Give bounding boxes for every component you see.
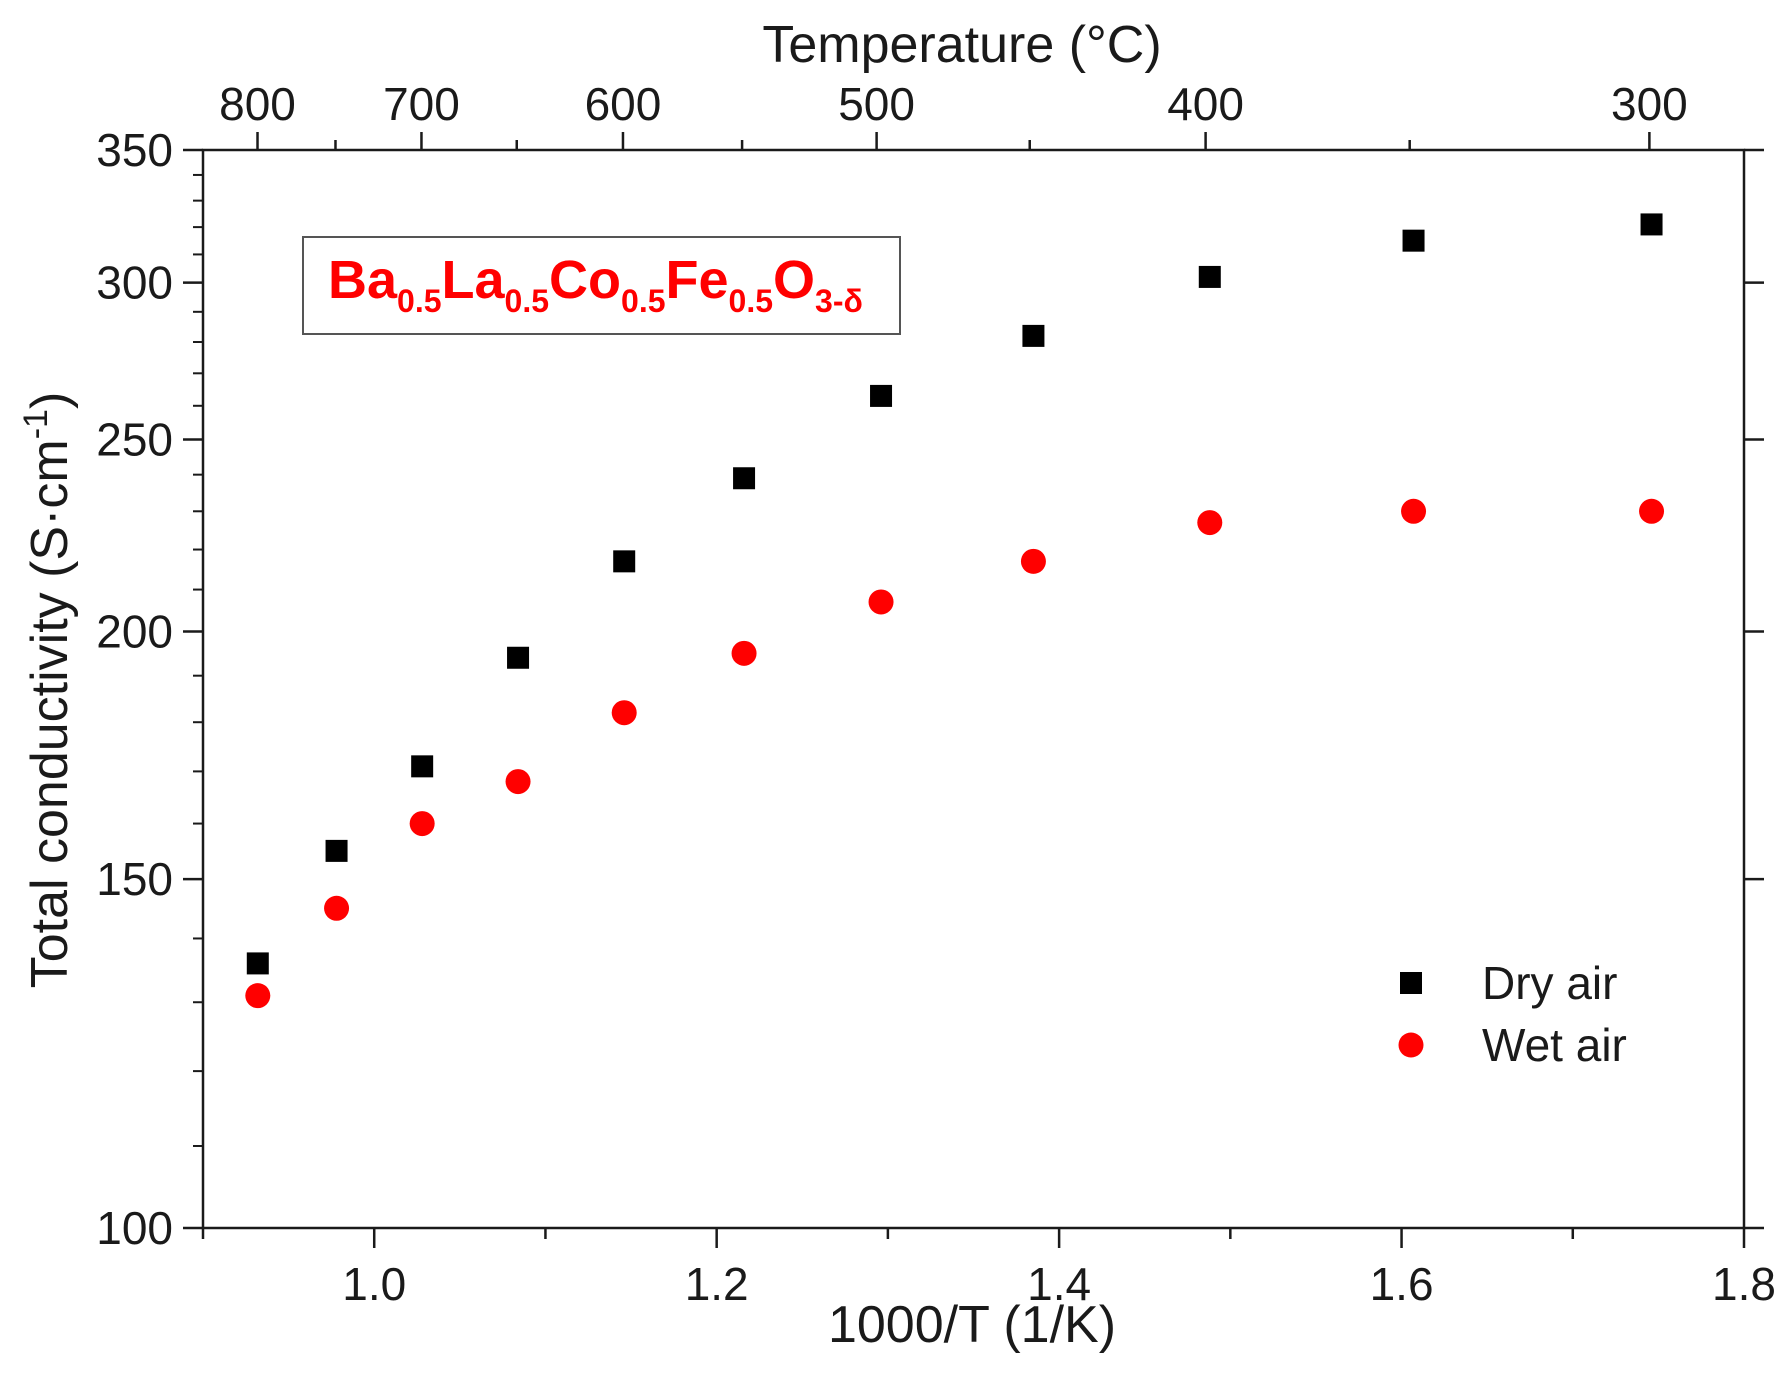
axis-tick-labels: 1.0 1.2 1.4 1.6 1.8 100 150 200 250 300 350 800 700 6… — [96, 78, 1776, 1310]
formula-element: O — [773, 250, 815, 310]
legend-circle-marker — [1398, 1032, 1424, 1058]
dry-air-marker — [870, 384, 893, 407]
wet-air-marker — [611, 700, 637, 726]
y-tick-label: 250 — [96, 414, 173, 466]
wet-air-marker — [324, 895, 350, 921]
dry-air-marker — [507, 646, 530, 669]
formula-element: Co — [549, 250, 621, 310]
dry-air-marker — [733, 467, 756, 490]
top-tick-label: 600 — [585, 78, 662, 130]
legend: Dry air Wet air — [1398, 957, 1627, 1071]
legend-label: Wet air — [1482, 1019, 1627, 1071]
wet-air-marker — [731, 640, 757, 666]
formula-text: Ba0.5La0.5Co0.5Fe0.5O3-δ — [328, 250, 863, 319]
wet-air-marker — [245, 983, 271, 1009]
legend-square-marker — [1400, 972, 1422, 994]
y-tick-label: 150 — [96, 853, 173, 905]
wet-air-marker — [1639, 498, 1665, 524]
formula-subscript: 0.5 — [729, 283, 773, 319]
dry-air-marker — [1022, 324, 1045, 347]
x-axis-title: 1000/T (1/K) — [828, 1296, 1116, 1354]
y-axis-title: Total conductivity (S·cm-1) — [17, 392, 79, 989]
y-tick-label: 350 — [96, 124, 173, 176]
wet-air-marker — [1020, 548, 1046, 574]
wet-air-marker — [409, 811, 435, 837]
dry-air-marker — [1198, 265, 1221, 288]
legend-label: Dry air — [1482, 957, 1617, 1009]
y-tick-label: 100 — [96, 1202, 173, 1254]
wet-air-marker — [1197, 510, 1223, 536]
formula-subscript: 0.5 — [505, 283, 549, 319]
wet-air-marker — [505, 769, 531, 795]
formula-subscript: 0.5 — [621, 283, 665, 319]
dry-air-marker — [613, 550, 636, 573]
dry-air-marker — [1402, 229, 1425, 252]
top-tick-label: 300 — [1611, 78, 1688, 130]
top-tick-label: 800 — [219, 78, 296, 130]
formula-annotation: Ba0.5La0.5Co0.5Fe0.5O3-δ — [302, 236, 901, 335]
top-axis-title: Temperature (°C) — [762, 16, 1161, 74]
top-tick-label: 700 — [383, 78, 460, 130]
formula-box — [302, 236, 901, 335]
top-tick-label: 400 — [1167, 78, 1244, 130]
formula-element: Fe — [666, 250, 729, 310]
y-tick-label: 200 — [96, 606, 173, 658]
y-axis-title-main: Total conductivity (S·cm — [21, 439, 79, 988]
dry-air-marker — [246, 952, 269, 975]
y-axis-title-exponent: -1 — [17, 409, 55, 439]
x-tick-label: 1.0 — [342, 1258, 406, 1310]
wet-air-marker — [1401, 498, 1427, 524]
dry-air-marker — [325, 839, 348, 862]
wet-air-marker — [868, 589, 894, 615]
y-tick-label: 300 — [96, 257, 173, 309]
x-tick-label: 1.2 — [685, 1258, 749, 1310]
x-tick-label: 1.4 — [1027, 1258, 1091, 1310]
x-tick-label: 1.6 — [1370, 1258, 1434, 1310]
formula-element: La — [442, 250, 506, 310]
formula-subscript: 3-δ — [815, 283, 863, 319]
x-tick-label: 1.8 — [1712, 1258, 1776, 1310]
top-tick-label: 500 — [838, 78, 915, 130]
formula-element: Ba — [328, 250, 398, 310]
data-markers — [245, 213, 1665, 1009]
y-axis-title-close: ) — [21, 392, 79, 409]
dry-air-marker — [1640, 213, 1663, 236]
dry-air-marker — [411, 755, 434, 778]
axis-ticks — [183, 132, 1764, 1248]
formula-subscript: 0.5 — [397, 283, 441, 319]
plot-frame — [201, 148, 1746, 1230]
